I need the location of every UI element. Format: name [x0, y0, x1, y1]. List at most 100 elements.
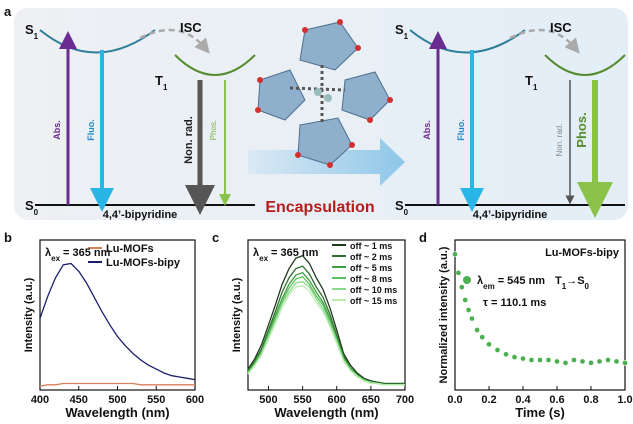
data-point [458, 284, 465, 290]
data-point [528, 357, 535, 363]
data-point [479, 334, 486, 340]
x-tick-label: 0.6 [549, 394, 564, 406]
x-tick-label: 650 [362, 394, 380, 406]
x-tick-label: 550 [293, 394, 311, 406]
data-point [596, 358, 603, 365]
isc-label: ISC [550, 20, 572, 35]
singlet-well [409, 29, 526, 54]
s0-label: S0 [25, 198, 39, 217]
data-point [605, 357, 611, 363]
panel-label: b [4, 230, 12, 245]
sample-label: Lu-MOFs-bipy [545, 247, 620, 259]
nonrad-label: Non. rad. [555, 124, 564, 157]
text-part: 0 [34, 208, 39, 217]
mof-structure [255, 19, 393, 168]
data-point [579, 358, 586, 365]
data-point [545, 357, 552, 363]
data-point [452, 251, 458, 258]
data-point [554, 358, 560, 365]
legend-label: off ~ 1 ms [350, 241, 392, 251]
text-part: λ [45, 247, 51, 259]
text-part: 1 [163, 83, 168, 92]
text-part: 1 [533, 83, 538, 92]
x-tick-label: 0.2 [481, 394, 496, 406]
legend-label: off ~ 5 ms [350, 263, 392, 273]
data-point [465, 307, 472, 313]
x-tick-label: 700 [396, 394, 414, 406]
x-axis-label: Time (s) [515, 405, 565, 420]
legend-marker [463, 276, 471, 284]
x-tick-label: 400 [31, 394, 49, 406]
x-tick-label: 0.4 [515, 394, 531, 406]
y-axis-label: Normalized intensity (a.u.) [438, 246, 450, 383]
text-part: 1 [562, 282, 567, 291]
x-tick-label: 500 [108, 394, 126, 406]
excitation-label: λex = 365 nm [45, 247, 111, 263]
data-point [455, 270, 462, 276]
legend-label: off ~ 15 ms [350, 296, 397, 306]
plot-frame [247, 239, 406, 391]
data-point [562, 360, 569, 366]
data-point [474, 327, 480, 333]
text-part: λ [253, 247, 259, 259]
x-tick-label: 0.8 [583, 394, 598, 406]
text-part: λ [477, 275, 483, 287]
x-axis-label: Wavelength (nm) [274, 405, 378, 420]
text-part: em [483, 282, 495, 291]
isc-label: ISC [180, 20, 202, 35]
x-axis-label: Wavelength (nm) [65, 405, 169, 420]
data-point [613, 358, 620, 365]
text-part: = 365 nm [63, 247, 111, 259]
abs-label: Abs. [52, 120, 62, 140]
text-part: 0 [585, 282, 590, 291]
abs-label: Abs. [422, 120, 432, 140]
t1-label: T1 [155, 73, 168, 92]
x-tick-label: 600 [328, 394, 346, 406]
x-tick-label: 1.0 [617, 394, 632, 406]
text-part: = 365 nm [271, 247, 319, 259]
y-axis-label: Intensity (a.u.) [231, 277, 243, 352]
plot-frame [454, 239, 626, 391]
panel-label: c [212, 230, 219, 245]
data-point [588, 360, 594, 366]
text-part: →S [566, 275, 584, 287]
emission-label: λem = 545 nm [477, 275, 545, 291]
text-part: 1 [404, 32, 409, 41]
text-part: ex [51, 254, 60, 263]
text-part: T [155, 73, 163, 88]
panel-label: d [419, 230, 427, 245]
x-tick-label: 600 [186, 394, 204, 406]
molecule-label: 4,4’-bipyridine [473, 209, 548, 221]
legend-label: off ~ 8 ms [350, 274, 392, 284]
text-part: S [395, 22, 404, 37]
data-point [622, 360, 628, 366]
x-tick-label: 550 [147, 394, 165, 406]
text-part: 0 [404, 208, 409, 217]
text-part: T [555, 275, 562, 287]
legend-label: Lu-MOFs [106, 243, 154, 255]
s1-label: S1 [395, 22, 409, 41]
isc-arrow [139, 28, 210, 54]
s1-label: S1 [25, 22, 39, 41]
excitation-label: λex = 365 nm [253, 247, 319, 263]
molecule-label: 4,4’-bipyridine [103, 209, 178, 221]
legend-label: off ~ 10 ms [350, 285, 397, 295]
triplet-well [174, 54, 256, 76]
legend-label: off ~ 2 ms [350, 252, 392, 262]
x-tick-label: 500 [259, 394, 277, 406]
data-point [494, 347, 501, 353]
data-point [520, 355, 526, 362]
text-part: 1 [34, 32, 39, 41]
series-line [39, 262, 196, 381]
data-point [537, 357, 543, 363]
legend-label: Lu-MOFs-bipy [106, 257, 181, 269]
text-part: T [525, 73, 533, 88]
series-line [39, 382, 195, 387]
s0-label: S0 [395, 198, 409, 217]
text-part: S [25, 22, 34, 37]
data-point [462, 297, 469, 303]
panel-label: a [4, 4, 12, 19]
data-point [571, 357, 577, 363]
nonrad-label: Non. rad. [183, 116, 195, 164]
